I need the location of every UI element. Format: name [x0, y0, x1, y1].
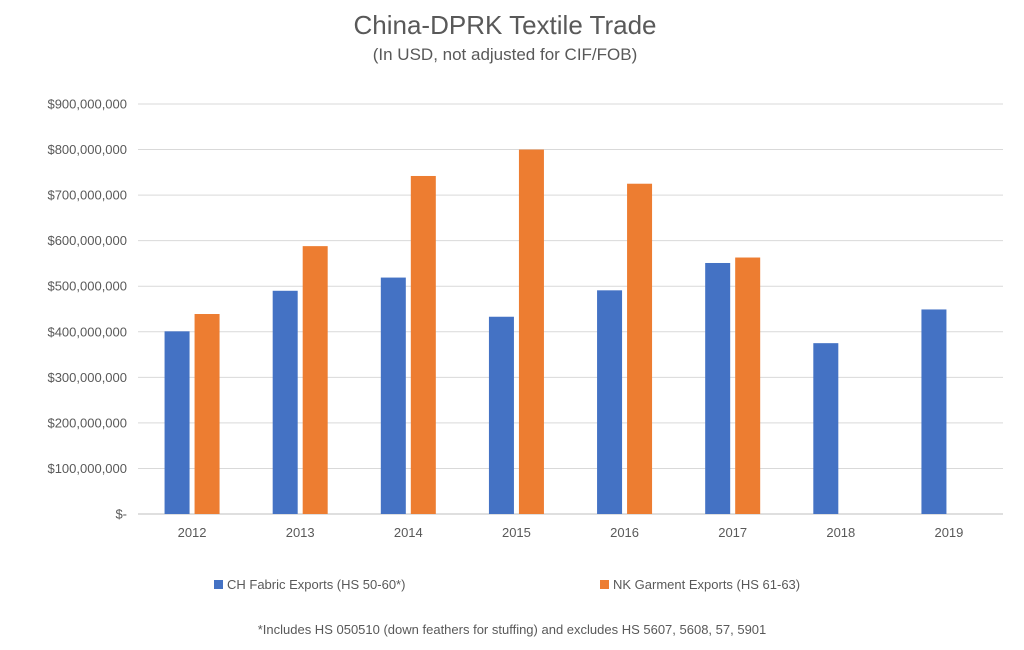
legend-swatch: [214, 580, 223, 589]
bars: [164, 149, 947, 515]
legend-label: NK Garment Exports (HS 61-63): [613, 577, 800, 592]
footnote: *Includes HS 050510 (down feathers for s…: [258, 622, 767, 637]
bar-nk-garment-2016: [627, 183, 653, 514]
x-tick-label: 2017: [718, 525, 747, 540]
x-tick-label: 2019: [934, 525, 963, 540]
y-tick-label: $700,000,000: [47, 188, 127, 203]
bar-ch-fabric-2017: [705, 262, 731, 514]
bar-ch-fabric-2015: [488, 316, 514, 514]
y-tick-label: $200,000,000: [47, 415, 127, 430]
y-axis: $- $100,000,000 $200,000,000 $300,000,000 $4…: [47, 97, 127, 522]
bar-ch-fabric-2016: [597, 290, 623, 514]
x-tick-label: 2015: [502, 525, 531, 540]
x-tick-label: 2012: [178, 525, 207, 540]
x-tick-label: 2016: [610, 525, 639, 540]
bar-ch-fabric-2012: [164, 331, 190, 514]
bar-nk-garment-2017: [735, 257, 761, 514]
y-tick-label: $900,000,000: [47, 97, 127, 112]
x-tick-label: 2013: [286, 525, 315, 540]
x-tick-label: 2018: [826, 525, 855, 540]
y-tick-label: $-: [115, 507, 127, 522]
y-tick-label: $600,000,000: [47, 233, 127, 248]
bar-nk-garment-2012: [194, 314, 220, 514]
bar-ch-fabric-2013: [272, 290, 298, 514]
y-tick-label: $300,000,000: [47, 370, 127, 385]
y-tick-label: $400,000,000: [47, 324, 127, 339]
legend: CH Fabric Exports (HS 50-60*) NK Garment …: [214, 577, 800, 592]
x-axis: 2012 2013 2014 2015 2016 2017 2018 2019: [178, 525, 964, 540]
bar-nk-garment-2013: [302, 246, 328, 514]
bar-ch-fabric-2018: [813, 343, 839, 514]
bar-ch-fabric-2019: [921, 309, 947, 514]
y-tick-label: $100,000,000: [47, 461, 127, 476]
x-tick-label: 2014: [394, 525, 423, 540]
chart-subtitle: (In USD, not adjusted for CIF/FOB): [373, 45, 638, 64]
y-tick-label: $800,000,000: [47, 142, 127, 157]
bar-ch-fabric-2014: [380, 277, 406, 514]
bar-nk-garment-2014: [410, 175, 436, 514]
legend-swatch: [600, 580, 609, 589]
bar-nk-garment-2015: [518, 149, 544, 515]
gridlines: [138, 103, 1003, 515]
legend-label: CH Fabric Exports (HS 50-60*): [227, 577, 405, 592]
y-tick-label: $500,000,000: [47, 279, 127, 294]
chart-title: China-DPRK Textile Trade: [354, 10, 657, 40]
